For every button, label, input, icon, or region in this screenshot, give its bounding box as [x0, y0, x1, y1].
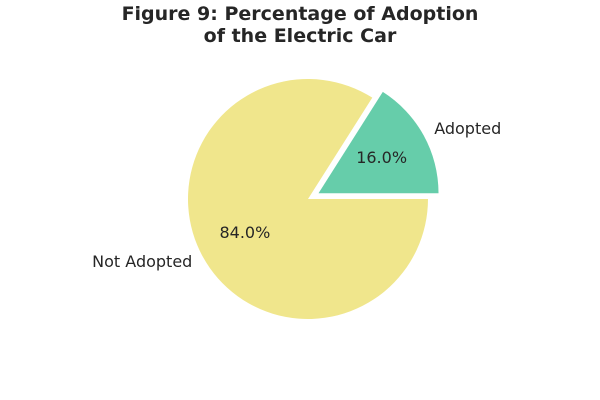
slice-label-not-adopted: Not Adopted: [92, 252, 192, 271]
pie-slice-not-adopted: [188, 79, 429, 319]
percent-label-adopted: 16.0%: [356, 148, 407, 167]
pie-slice-adopted: [318, 91, 439, 194]
percent-label-not-adopted: 84.0%: [219, 223, 270, 242]
chart-title: Figure 9: Percentage of Adoption of the …: [0, 3, 600, 47]
slice-label-adopted: Adopted: [434, 119, 501, 138]
chart-title-line-1: Figure 9: Percentage of Adoption: [121, 3, 479, 25]
chart-title-line-2: of the Electric Car: [203, 25, 397, 47]
